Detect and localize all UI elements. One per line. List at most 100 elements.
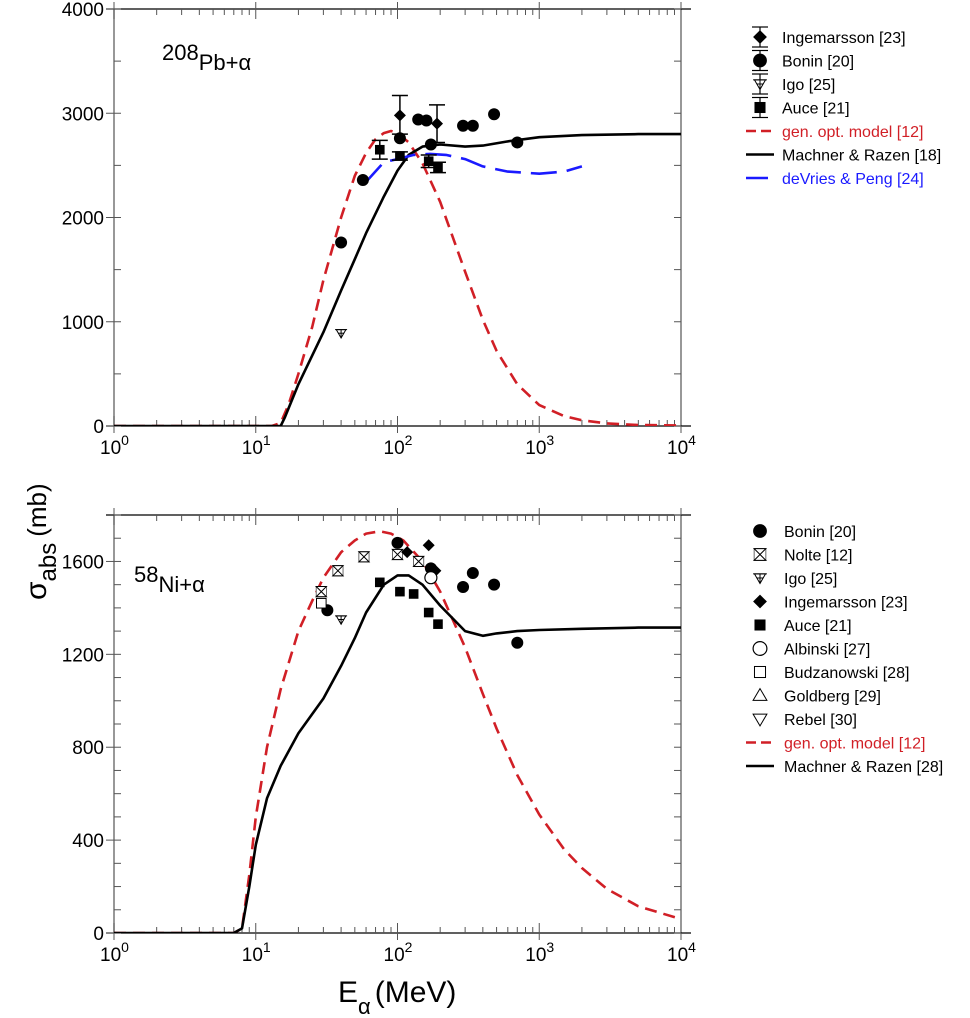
- data-point-bonin-20: [356, 173, 369, 186]
- legend-item-auce-21: Auce [21]: [752, 96, 850, 119]
- legend-item-bonin-20: Bonin [20]: [753, 524, 856, 541]
- y-tick-label: 1200: [62, 645, 104, 666]
- legend-marker: [753, 53, 767, 68]
- data-point-bonin-20: [335, 236, 348, 249]
- x-tick-label-base: 10: [242, 438, 263, 459]
- legend-item-ingemarsson-23: Ingemarsson [23]: [752, 26, 906, 48]
- annotation-mass-number: 208: [162, 40, 199, 65]
- x-tick-label-base: 10: [667, 945, 688, 966]
- nolte-hourglass: [357, 551, 371, 563]
- legend-marker: [753, 594, 767, 609]
- data-point-auce-21: [423, 156, 434, 167]
- data-point-auce-21: [395, 586, 405, 597]
- series-line-machner-razen-28: [114, 574, 681, 933]
- legend-item-gen-opt-model-12: gen. opt. model [12]: [746, 124, 923, 141]
- legend-marker: [753, 79, 767, 91]
- x-tick-label-exp: 2: [405, 939, 413, 955]
- x-axis-label-symbol: E: [338, 976, 358, 1009]
- x-tick-label-base: 10: [242, 945, 263, 966]
- legend-marker: [752, 548, 768, 561]
- legend-label: Rebel [30]: [784, 712, 857, 729]
- data-point-ingemarsson-23: [431, 117, 444, 130]
- legend-item-auce-21: Auce [21]: [754, 618, 852, 635]
- legend-label: Auce [21]: [784, 618, 852, 635]
- x-tick-label-exp: 0: [121, 432, 129, 448]
- legend-item-albinski-27: Albinski [27]: [752, 640, 870, 659]
- legend-item-goldberg-29: Goldberg [29]: [752, 687, 881, 706]
- data-point-bonin-20: [511, 136, 524, 149]
- data-point-albinski-27: [424, 571, 438, 585]
- data-point-budzanowski-28: [315, 597, 327, 609]
- legend-label: Budzanowski [28]: [784, 665, 909, 682]
- svg-text:Eα(MeV): Eα (MeV): [338, 976, 456, 1018]
- legend-item-budzanowski-28: Budzanowski [28]: [753, 665, 909, 682]
- y-tick-label: 1600: [62, 552, 104, 573]
- x-tick-label: 102: [384, 939, 413, 966]
- legend-label: Bonin [20]: [784, 524, 856, 541]
- x-tick-label-exp: 1: [263, 939, 271, 955]
- data-point-ingemarsson-23: [401, 546, 414, 559]
- series-line-gen-opt-model-12: [114, 530, 681, 933]
- x-tick-label-base: 10: [384, 945, 405, 966]
- legend-item-bonin-20: Bonin [20]: [752, 49, 854, 72]
- legend-marker: [753, 524, 767, 538]
- legend-item-nolte-12: Nolte [12]: [752, 548, 852, 565]
- y-tick-label: 400: [72, 831, 104, 852]
- series-line-gen-opt-model-12: [114, 129, 681, 426]
- legend-item-machner-razen-28: Machner & Razen [28]: [746, 759, 943, 776]
- x-axis-label-unit: (MeV): [375, 976, 457, 1009]
- data-point-bonin-20: [488, 578, 501, 591]
- nolte-hourglass: [391, 548, 404, 561]
- legend-marker: [752, 713, 768, 727]
- data-point-nolte-12: [412, 555, 425, 568]
- x-tick-label: 100: [100, 939, 129, 966]
- legend-label: Nolte [12]: [784, 548, 852, 565]
- legend-label: Igo [25]: [782, 77, 835, 94]
- legend-label: Albinski [27]: [784, 642, 870, 659]
- legend-label: Machner & Razen [18]: [782, 148, 941, 165]
- data-point-nolte-12: [314, 586, 328, 598]
- y-axis-label: σabs (mb): [20, 483, 62, 600]
- legend-marker: [752, 640, 768, 656]
- x-tick-label-exp: 3: [546, 939, 554, 955]
- data-point-igo-25: [335, 615, 348, 626]
- legend-label: gen. opt. model [12]: [782, 124, 923, 141]
- legend-item-rebel-30: Rebel [30]: [752, 712, 857, 729]
- legend-item-igo-25: Igo [25]: [753, 571, 837, 588]
- annotation-mass-number: 58: [134, 562, 158, 587]
- nolte-hourglass: [752, 548, 768, 561]
- y-tick-label: 4000: [62, 0, 104, 21]
- data-point-ingemarsson-23: [393, 109, 406, 122]
- data-point-bonin-20: [457, 119, 470, 132]
- data-point-auce-21: [408, 589, 419, 599]
- x-tick-label-exp: 1: [263, 432, 271, 448]
- nolte-hourglass: [412, 555, 425, 568]
- legend-label: gen. opt. model [12]: [784, 736, 925, 753]
- panel-annotation: 208Pb+α: [162, 40, 251, 75]
- annotation-reaction: Ni+α: [158, 572, 205, 597]
- legend-label: deVries & Peng [24]: [782, 171, 924, 188]
- data-point-nolte-12: [331, 565, 345, 577]
- x-tick-label-base: 10: [525, 438, 546, 459]
- data-point-bonin-20: [466, 119, 479, 132]
- legend-marker: [753, 573, 767, 585]
- legend-label: Goldberg [29]: [784, 689, 881, 706]
- legend-marker: [753, 665, 767, 679]
- y-axis-label-symbol: σ: [20, 581, 53, 600]
- data-point-bonin-20: [488, 108, 501, 121]
- legend-item-machner-razen-18: Machner & Razen [18]: [746, 148, 941, 165]
- x-tick-label-base: 10: [525, 945, 546, 966]
- y-axis-label-unit: (mb): [22, 483, 52, 536]
- legend-item-gen-opt-model-12: gen. opt. model [12]: [746, 736, 925, 753]
- panel-annotation: 58Ni+α: [134, 562, 205, 597]
- data-point-auce-21: [374, 577, 385, 588]
- x-tick-label: 104: [667, 939, 696, 966]
- data-point-bonin-20: [420, 114, 433, 127]
- data-point-bonin-20: [457, 580, 470, 593]
- y-tick-label: 800: [72, 738, 104, 759]
- x-axis-label-subscript: α: [358, 994, 371, 1018]
- data-point-auce-21: [395, 151, 405, 161]
- x-tick-label: 101: [242, 432, 271, 459]
- legend-label: Igo [25]: [784, 571, 837, 588]
